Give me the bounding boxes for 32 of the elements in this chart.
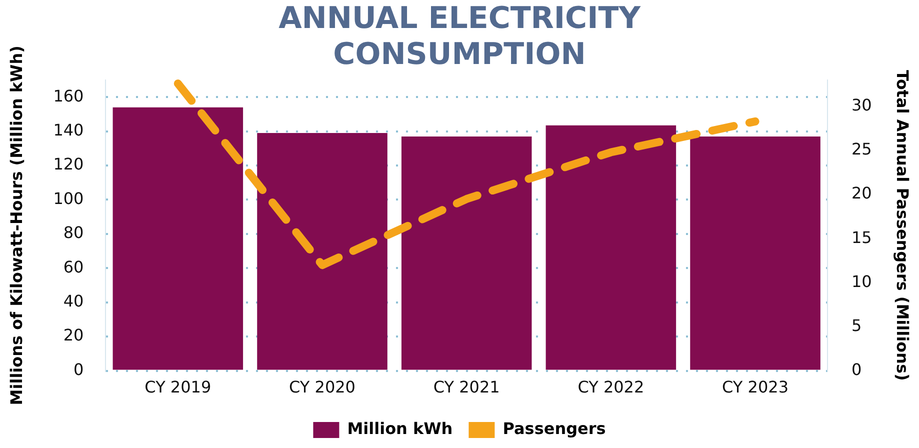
y-tick-label: 100	[53, 188, 84, 208]
bar	[690, 136, 820, 370]
y2-tick-label: 10	[851, 272, 872, 291]
y2-tick-label: 5	[851, 316, 862, 335]
y-tick-label: 40	[63, 292, 84, 311]
x-tick-label: CY 2020	[289, 378, 356, 397]
y2-tick-label: 25	[851, 140, 872, 159]
x-tick-label: CY 2023	[722, 378, 789, 397]
y-tick-label: 120	[53, 154, 84, 174]
y-tick-label: 80	[63, 223, 84, 242]
y2-axis-title: Total Annual Passengers (Millions)	[893, 70, 912, 381]
y2-tick-label: 20	[851, 184, 872, 203]
x-tick-label: CY 2019	[144, 378, 212, 397]
y2-tick-label: 30	[851, 96, 872, 115]
y-tick-label: 0	[74, 360, 84, 379]
bar	[257, 133, 388, 370]
y-tick-label: 60	[63, 257, 84, 276]
bar	[401, 136, 532, 370]
x-tick-label: CY 2021	[433, 378, 500, 397]
y2-tick-label: 15	[851, 228, 872, 247]
bar	[546, 125, 676, 370]
y2-tick-label: 0	[851, 360, 862, 379]
bar	[112, 107, 244, 370]
y-axis-title: Millions of Kilowatt-Hours (Million kWh)	[6, 46, 26, 406]
text: CONSUMPTION	[333, 36, 586, 72]
x-tick-label: CY 2022	[578, 378, 644, 397]
y-tick-label: 20	[63, 326, 84, 345]
legend-label: Million kWh	[347, 419, 453, 438]
y-tick-label: 160	[53, 86, 84, 106]
text: ANNUAL ELECTRICITY	[278, 0, 640, 36]
y-tick-label: 140	[53, 120, 84, 140]
legend-label: Passengers	[502, 419, 606, 438]
